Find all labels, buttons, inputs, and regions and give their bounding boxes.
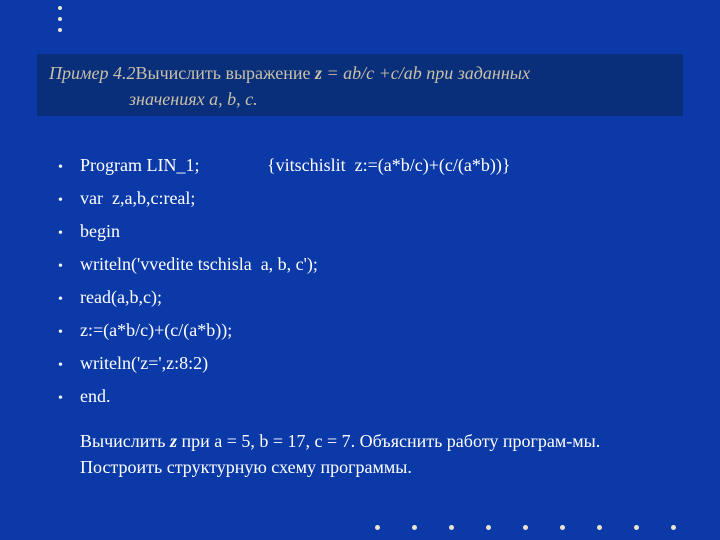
exercise-note: Вычислить z при а = 5, b = 17, c = 7. Об… (80, 428, 680, 480)
decor-dot (58, 6, 62, 10)
code-line: Program LIN_1; {vitschislit z:=(a*b/c)+(… (80, 150, 510, 180)
list-item: •read(a,b,c); (58, 282, 680, 315)
bullet-icon: • (58, 285, 80, 315)
code-line: begin (80, 216, 120, 246)
decor-dot (449, 525, 454, 530)
list-item: •Program LIN_1; {vitschislit z:=(a*b/c)+… (58, 150, 680, 183)
bullet-icon: • (58, 219, 80, 249)
bottom-decor-dots (375, 525, 676, 530)
title-part-b: = ab/c +c/ab при заданных (322, 63, 530, 83)
code-line: writeln('z=',z:8:2) (80, 348, 208, 378)
code-list: •Program LIN_1; {vitschislit z:=(a*b/c)+… (58, 150, 680, 414)
title-label: Пример 4.2 (49, 63, 135, 83)
list-item: •begin (58, 216, 680, 249)
list-item: •writeln('z=',z:8:2) (58, 348, 680, 381)
title-line2-a: значениях (129, 89, 209, 109)
note-pre: Вычислить (80, 431, 170, 451)
decor-dot (412, 525, 417, 530)
bullet-icon: • (58, 186, 80, 216)
decor-dot (58, 17, 62, 21)
title-z: z (315, 63, 322, 83)
code-line: read(a,b,c); (80, 282, 162, 312)
bullet-icon: • (58, 252, 80, 282)
title-band: Пример 4.2Вычислить выражение z = ab/c +… (37, 54, 683, 116)
decor-dot (58, 28, 62, 32)
title-part-a: Вычислить выражение (135, 63, 315, 83)
slide: Пример 4.2Вычислить выражение z = ab/c +… (0, 0, 720, 540)
top-decor-dots (58, 6, 62, 32)
list-item: •z:=(a*b/c)+(c/(a*b)); (58, 315, 680, 348)
bullet-icon: • (58, 384, 80, 414)
code-line: z:=(a*b/c)+(c/(a*b)); (80, 315, 232, 345)
title-line-2: значениях a, b, c. (129, 86, 671, 112)
list-item: •end. (58, 381, 680, 414)
decor-dot (486, 525, 491, 530)
title-line2-vars: a, b, c. (209, 89, 258, 109)
decor-dot (634, 525, 639, 530)
decor-dot (523, 525, 528, 530)
code-line: var z,a,b,c:real; (80, 183, 195, 213)
bullet-icon: • (58, 351, 80, 381)
code-line: end. (80, 381, 111, 411)
bullet-icon: • (58, 318, 80, 348)
decor-dot (375, 525, 380, 530)
note-z: z (170, 431, 177, 451)
list-item: •writeln('vvedite tschisla a, b, c'); (58, 249, 680, 282)
code-line: writeln('vvedite tschisla a, b, c'); (80, 249, 318, 279)
decor-dot (597, 525, 602, 530)
decor-dot (560, 525, 565, 530)
bullet-icon: • (58, 153, 80, 183)
list-item: •var z,a,b,c:real; (58, 183, 680, 216)
slide-body: •Program LIN_1; {vitschislit z:=(a*b/c)+… (58, 150, 680, 480)
title-line-1: Пример 4.2Вычислить выражение z = ab/c +… (49, 60, 671, 86)
decor-dot (671, 525, 676, 530)
